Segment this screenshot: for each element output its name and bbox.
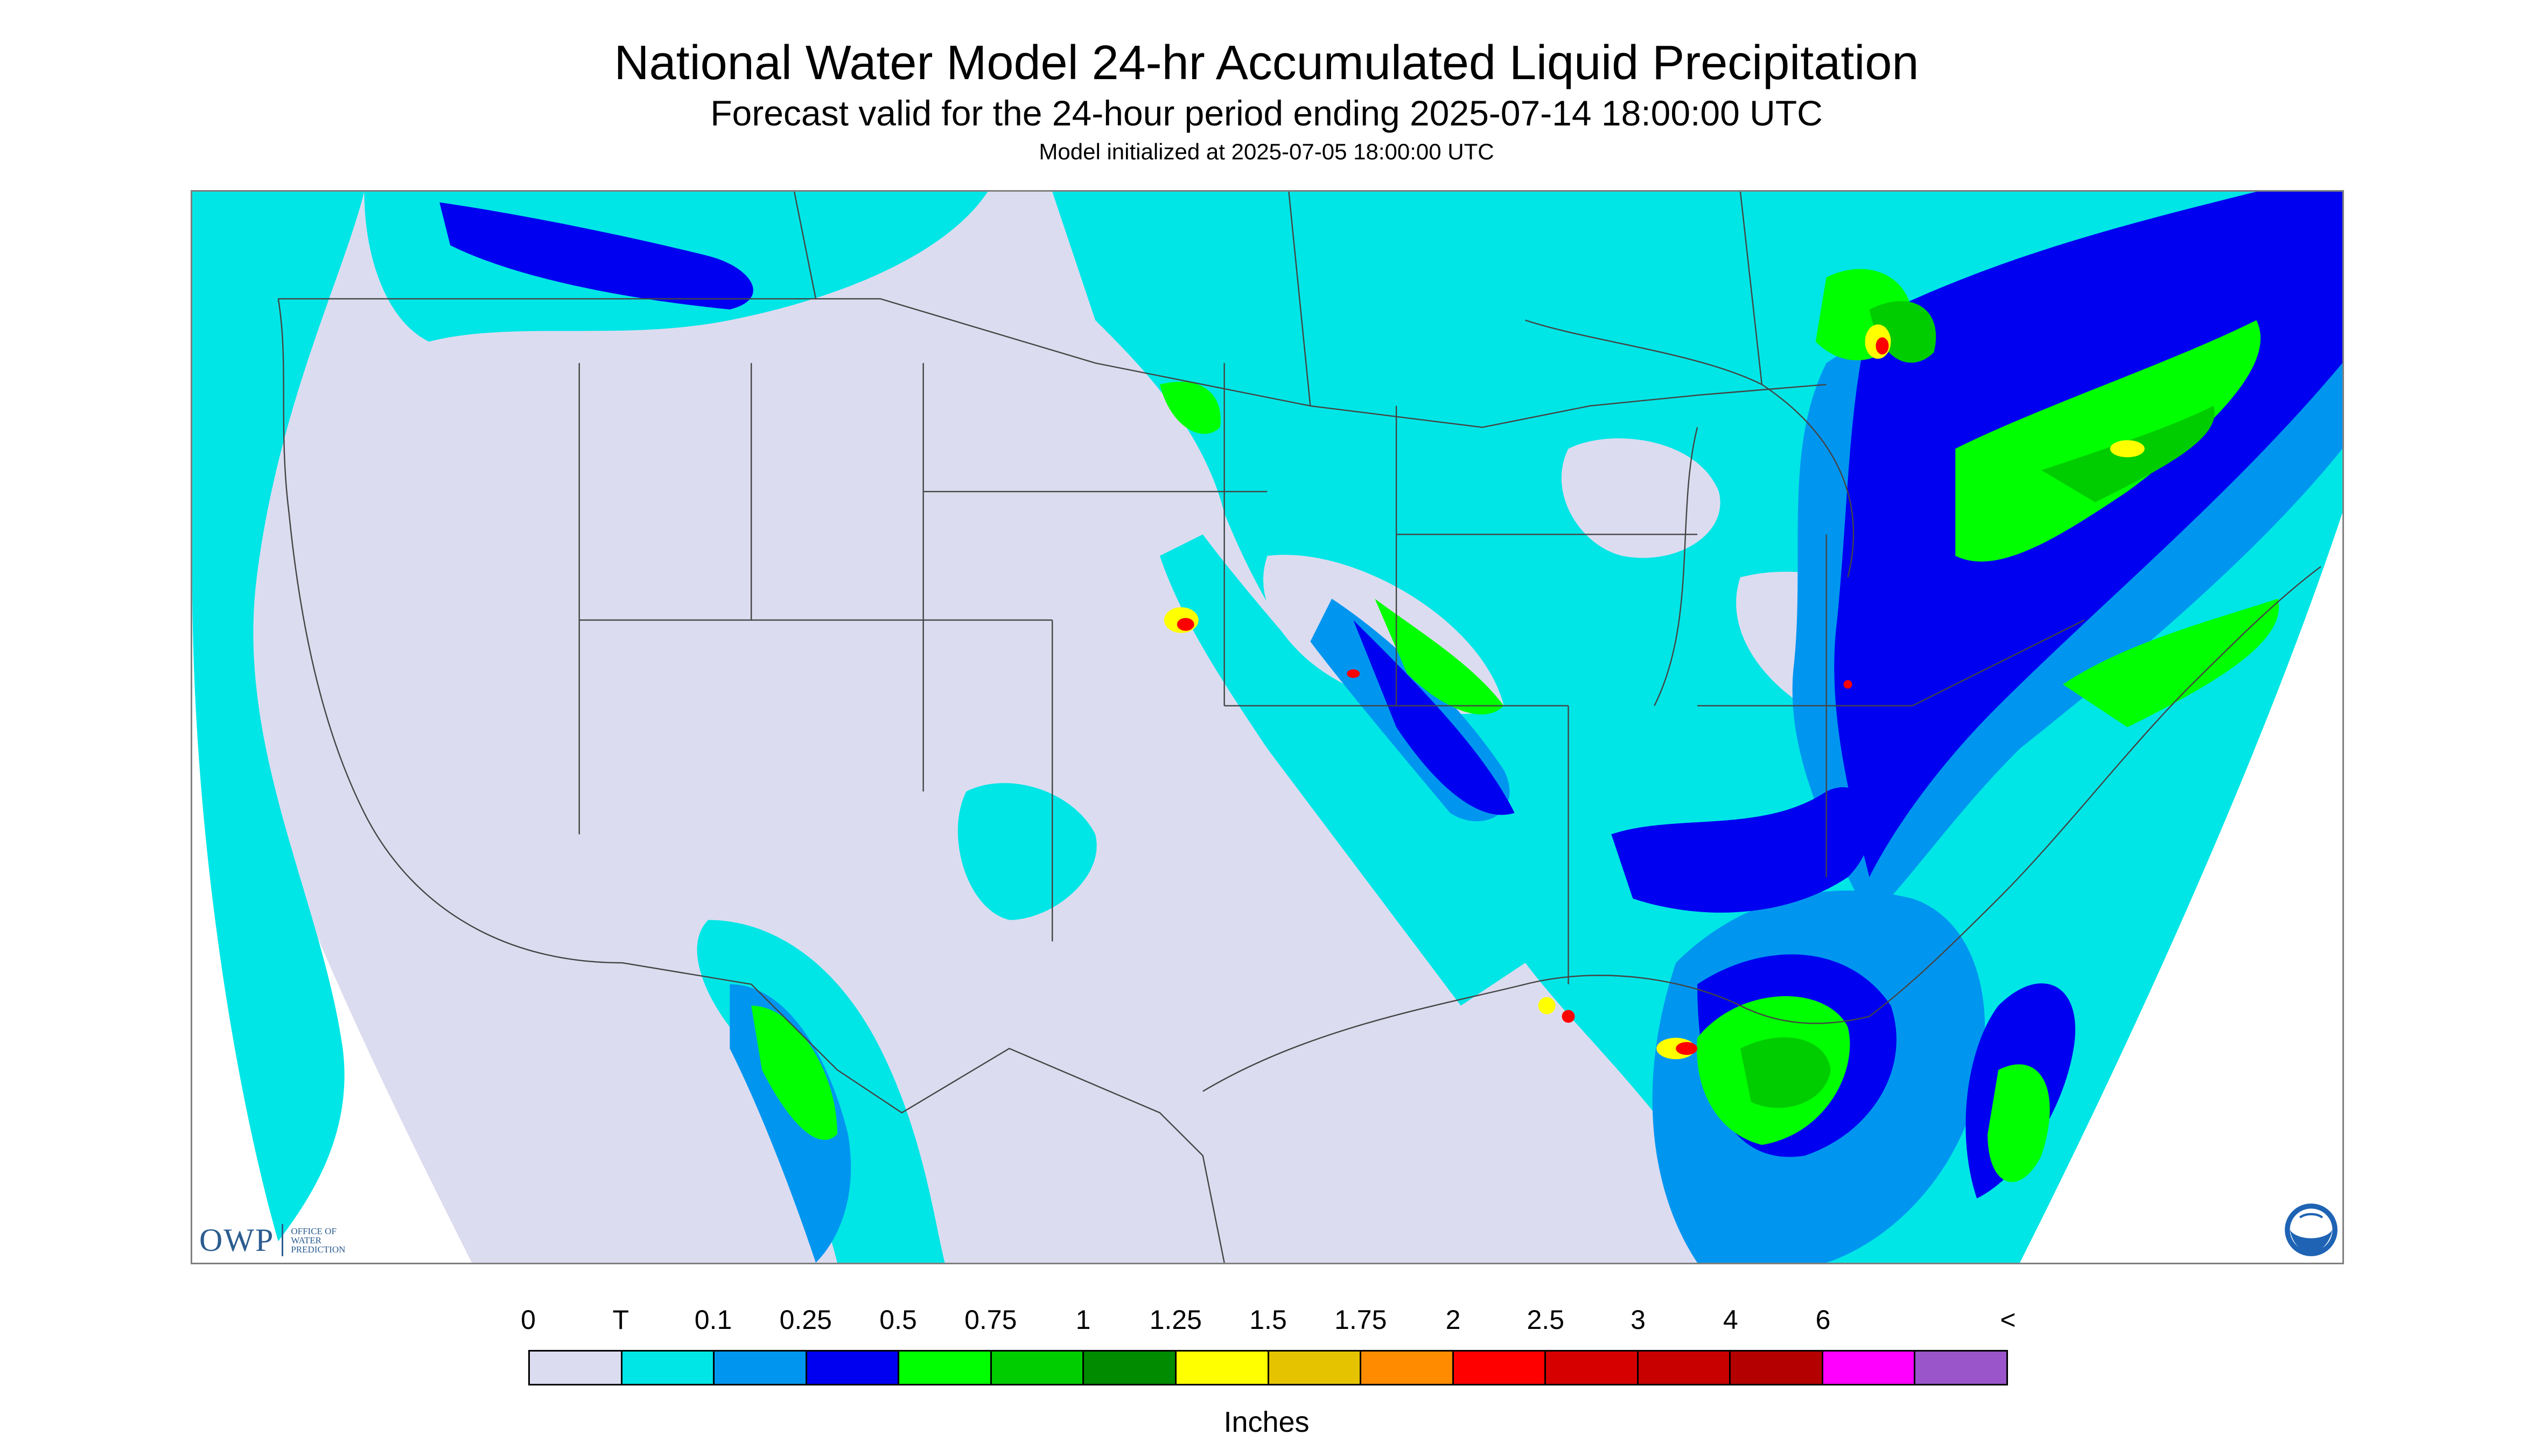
political-boundaries	[277, 192, 2321, 1263]
legend-tick-label: 0.1	[694, 1305, 732, 1335]
owp-logo-divider	[282, 1224, 284, 1256]
map-title: National Water Model 24-hr Accumulated L…	[614, 36, 1919, 90]
legend-tick-label: 2.5	[1527, 1305, 1565, 1335]
legend-tick-label: 1.25	[1149, 1305, 1202, 1335]
legend-tick-label: 4	[1723, 1305, 1738, 1335]
legend-tick-label: 0.25	[779, 1305, 832, 1335]
legend-units: Inches	[1223, 1406, 1310, 1438]
legend-swatch	[991, 1352, 1084, 1384]
legend-swatch	[1269, 1352, 1362, 1384]
legend-swatch	[1084, 1352, 1177, 1384]
legend-color-scale	[528, 1350, 2008, 1385]
legend-swatch	[1546, 1352, 1639, 1384]
legend-swatch	[1731, 1352, 1823, 1384]
legend-swatch	[1915, 1352, 2006, 1384]
legend-tick-label: 3	[1631, 1305, 1646, 1335]
extreme-precip-areas	[1177, 337, 1889, 1055]
legend-swatch	[1638, 1352, 1731, 1384]
legend-swatch	[1176, 1352, 1269, 1384]
legend-swatch	[1361, 1352, 1454, 1384]
owp-logo-line2: WATER	[291, 1235, 322, 1245]
legend-tick-label: T	[612, 1305, 629, 1335]
legend-tick-labels: 0 T 0.1 0.25 0.5 0.75 1 1.25 1.5 1.75 2 2.5 3 4 6 <	[521, 1304, 2016, 1336]
precipitation-map	[191, 190, 2344, 1264]
owp-logo-abbrev: OWP	[199, 1222, 275, 1258]
legend-swatch	[530, 1352, 622, 1384]
legend-swatch	[1823, 1352, 1916, 1384]
legend-swatch	[1453, 1352, 1547, 1384]
map-subtitle: Forecast valid for the 24-hour period en…	[710, 93, 1823, 133]
legend-tick-label: 0.5	[879, 1305, 917, 1335]
noaa-logo-icon	[2284, 1202, 2339, 1257]
owp-logo-line3: PREDICTION	[291, 1244, 346, 1255]
legend-tick-label: <	[2000, 1305, 2016, 1335]
legend-swatch	[622, 1352, 715, 1384]
owp-logo-text: OFFICE OF WATER PREDICTION	[291, 1227, 345, 1254]
legend-swatch	[807, 1352, 900, 1384]
legend-tick-label: 0	[521, 1305, 536, 1335]
legend-tick-label: 1.5	[1249, 1305, 1287, 1335]
legend-tick-label: 1.75	[1334, 1305, 1387, 1335]
legend-swatch	[715, 1352, 807, 1384]
legend-swatch	[899, 1352, 992, 1384]
owp-logo-line1: OFFICE OF	[291, 1226, 337, 1236]
map-canvas	[192, 192, 2342, 1263]
legend-tick-label: 0.75	[964, 1305, 1017, 1335]
model-init-label: Model initialized at 2025-07-05 18:00:00…	[1039, 139, 1494, 164]
legend-tick-label: 1	[1075, 1305, 1091, 1335]
legend-tick-label: 6	[1815, 1305, 1831, 1335]
legend-tick-label: 2	[1445, 1305, 1461, 1335]
owp-logo: OWP OFFICE OF WATER PREDICTION	[199, 1221, 345, 1259]
